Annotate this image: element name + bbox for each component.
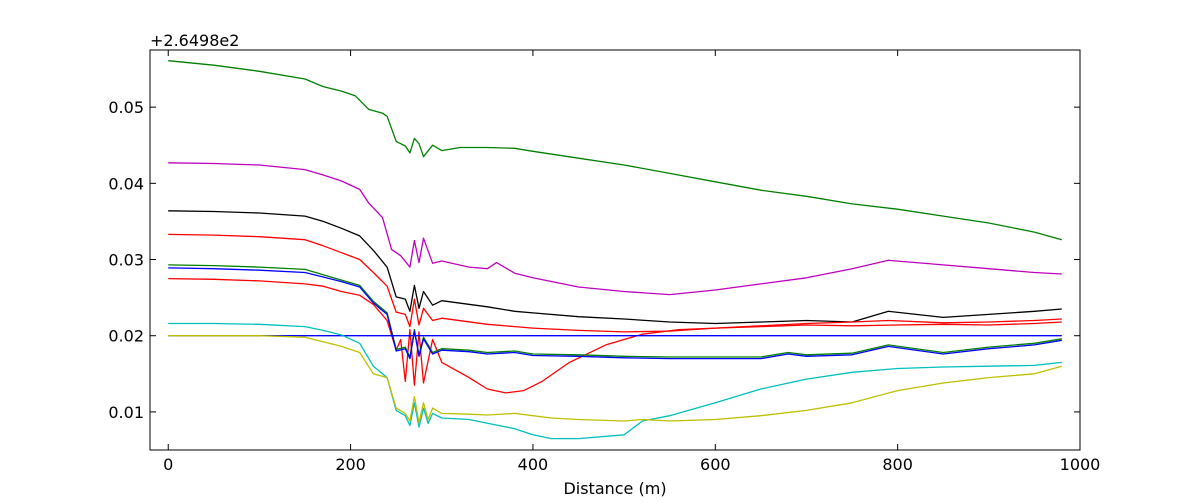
y-tick-label: 0.02 <box>108 327 144 346</box>
plot-frame <box>149 49 1081 451</box>
y-axis: 0.01 0.02 0.03 0.04 0.05 <box>108 98 1080 422</box>
x-axis: 0 200 400 600 800 1000 <box>163 50 1100 474</box>
x-tick-label: 600 <box>700 455 731 474</box>
y-tick-label: 0.05 <box>108 98 144 117</box>
y-tick-label: 0.01 <box>108 403 144 422</box>
series-line-6 <box>168 264 1062 358</box>
y-tick-label: 0.04 <box>108 174 144 193</box>
x-tick-label: 200 <box>335 455 366 474</box>
series-line-3 <box>168 210 1062 325</box>
x-axis-title: Distance (m) <box>563 479 666 498</box>
series-line-7 <box>168 267 1062 360</box>
x-tick-label: 1000 <box>1060 455 1101 474</box>
series-line-2 <box>168 162 1062 296</box>
x-tick-label: 400 <box>518 455 549 474</box>
series-line-5 <box>168 277 1062 394</box>
series-line-9 <box>168 322 1062 440</box>
y-offset-label: +2.6498e2 <box>150 31 239 50</box>
series-line-10 <box>168 335 1062 424</box>
x-tick-label: 800 <box>882 455 913 474</box>
series-line-4 <box>168 233 1062 333</box>
series-layer <box>168 60 1062 440</box>
series-line-1 <box>168 60 1062 241</box>
y-tick-label: 0.03 <box>108 251 144 270</box>
x-tick-label: 0 <box>163 455 173 474</box>
